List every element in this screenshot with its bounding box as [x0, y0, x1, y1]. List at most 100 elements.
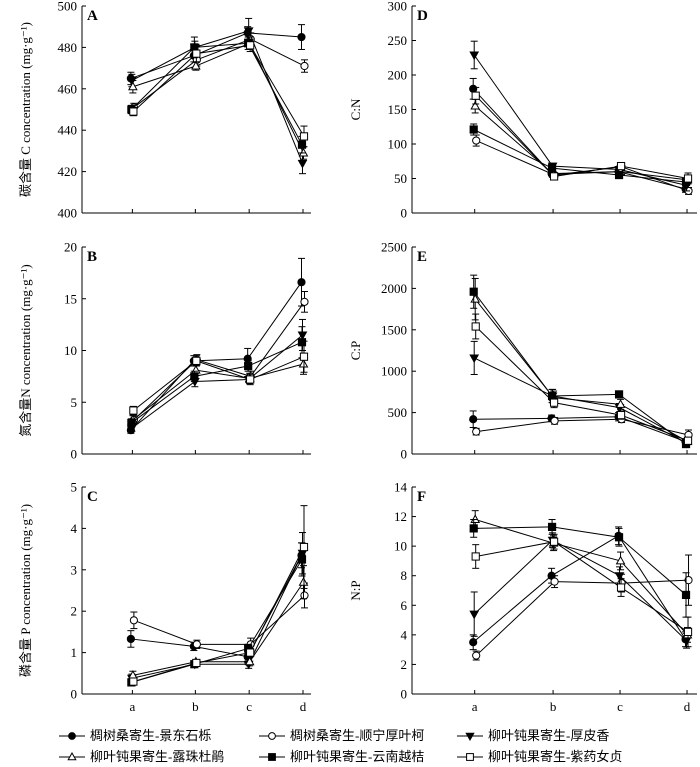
y-tick-label: 460	[58, 81, 78, 96]
panel-a: 400 420 440 460 480 500 A 碳含量 C concentration (…	[18, 0, 311, 221]
panel-b: 0 5 10 15 20 B 氮含量N concentration (mg·g⁻¹)	[18, 240, 311, 462]
data-point	[616, 410, 626, 420]
y-tick-label: 4	[401, 627, 408, 642]
data-point	[297, 555, 307, 564]
data-point	[550, 416, 559, 425]
data-point	[191, 60, 201, 70]
y-tick-label: 15	[64, 291, 77, 306]
legend-marker	[465, 732, 475, 742]
y-tick-label: 440	[58, 123, 78, 138]
legend-marker	[67, 751, 77, 761]
x-tick-label: d	[300, 699, 307, 714]
panel-e: 0 500 1000 1500 2000 2500 E C:P	[348, 240, 697, 462]
data-point	[127, 77, 137, 86]
legend-marker	[268, 732, 276, 740]
data-point	[471, 552, 480, 561]
data-point	[684, 576, 693, 585]
y-tick-label: 1500	[381, 322, 407, 337]
series-line	[473, 539, 687, 642]
y-tick-label: 480	[58, 40, 78, 55]
series-line	[131, 553, 303, 679]
series-line	[131, 334, 303, 429]
legend-label: 柳叶钝果寄生-云南越桔	[290, 749, 424, 764]
series-s3	[469, 40, 692, 192]
series-line	[476, 418, 689, 436]
data-point	[244, 361, 253, 371]
data-point	[470, 293, 481, 303]
data-point	[615, 399, 626, 408]
y-axis-title: 磷含量 P concentration (mg·g⁻¹)	[18, 504, 33, 677]
series-line	[473, 357, 687, 444]
legend-marker	[466, 753, 474, 761]
y-tick-label: 0	[71, 447, 78, 462]
legend-label: 柳叶钝果寄生-露珠杜鹃	[90, 749, 224, 764]
data-point	[683, 174, 693, 183]
y-tick-label: 500	[388, 405, 408, 420]
y-axis-title: N:P	[348, 580, 363, 600]
y-tick-label: 500	[58, 0, 78, 14]
data-point	[297, 278, 306, 287]
series-s5	[127, 36, 307, 154]
series-line	[475, 519, 688, 636]
y-tick-label: 10	[394, 539, 407, 554]
data-point	[547, 164, 557, 173]
y-tick-label: 0	[401, 447, 408, 462]
series-line	[132, 363, 304, 421]
data-point	[472, 427, 481, 436]
series-line	[475, 326, 689, 442]
legend-item-s3: 柳叶钝果寄生-厚皮香	[457, 728, 609, 743]
series-line	[131, 341, 303, 424]
data-point	[191, 364, 201, 374]
series-s5	[469, 519, 691, 618]
series-line	[475, 579, 689, 656]
y-tick-label: 400	[58, 206, 78, 221]
y-tick-label: 10	[64, 343, 77, 358]
series-line	[133, 301, 305, 421]
data-point	[683, 627, 693, 636]
data-point	[297, 338, 307, 347]
x-tick-label: d	[684, 699, 691, 714]
legend-item-s5: 柳叶钝果寄生-云南越桔	[259, 749, 424, 764]
series-s6	[471, 313, 693, 445]
data-point	[469, 51, 480, 61]
data-point	[470, 100, 481, 110]
panel-label: F	[417, 489, 426, 505]
legend-label: 柳叶钝果寄生-紫药女贞	[488, 749, 622, 764]
data-point	[549, 398, 559, 407]
series-s6	[129, 38, 309, 148]
data-point	[300, 297, 309, 306]
y-tick-label: 1	[71, 645, 78, 660]
series-s6	[471, 86, 693, 185]
panel-label: B	[87, 249, 97, 265]
data-point	[683, 436, 693, 445]
data-point	[129, 677, 138, 686]
y-tick-label: 420	[58, 164, 78, 179]
series-line	[472, 535, 686, 643]
series-s2	[472, 554, 693, 661]
y-tick-label: 4	[71, 521, 78, 536]
data-point	[469, 524, 478, 533]
data-point	[469, 610, 480, 620]
data-point	[192, 356, 201, 365]
legend-label: 椆树桑寄生-顺宁厚叶柯	[290, 728, 424, 743]
data-point	[246, 648, 255, 657]
series-line	[132, 42, 304, 154]
y-tick-label: 5	[71, 480, 78, 495]
data-point	[469, 638, 478, 647]
x-tick-label: b	[192, 699, 199, 714]
data-point	[299, 352, 309, 361]
data-point	[472, 651, 481, 660]
y-tick-label: 0	[401, 687, 408, 702]
legend-item-s4: 柳叶钝果寄生-露珠杜鹃	[59, 749, 224, 764]
panel-c: 0 1 2 3 4 5 a b c d C 磷含量 P concentration (mg·g⁻¹)	[18, 480, 311, 714]
data-point	[614, 170, 624, 180]
series-s4	[128, 353, 309, 425]
data-point	[471, 322, 480, 331]
y-tick-label: 0	[71, 687, 78, 702]
data-point	[129, 406, 138, 415]
y-tick-label: 2	[401, 657, 408, 672]
data-point	[469, 287, 478, 296]
data-point	[299, 132, 309, 141]
legend-label: 柳叶钝果寄生-厚皮香	[488, 728, 609, 743]
y-tick-label: 3	[71, 562, 78, 577]
